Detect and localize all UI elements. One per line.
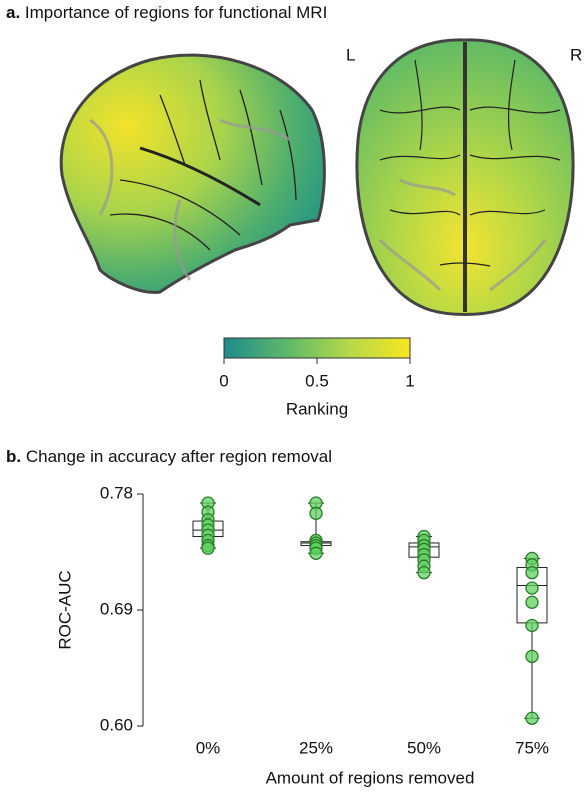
point (525, 581, 539, 595)
point (417, 565, 431, 580)
colorbar-tick-label: 0.5 (305, 371, 329, 390)
y-tick-label: 0.78 (100, 483, 133, 502)
colorbar-tick-label: 0 (219, 371, 228, 390)
title: Change in accuracy after region removal (26, 447, 332, 466)
x-tick-label: 50% (407, 738, 441, 757)
x-axis-label: Amount of regions removed (266, 768, 475, 787)
x-tick-label: 25% (299, 738, 333, 757)
panel-label: b. (6, 447, 21, 466)
y-axis-label: ROC-AUC (55, 570, 74, 649)
colorbar (223, 337, 411, 359)
panel-b-title: b. Change in accuracy after region remov… (6, 447, 332, 466)
axial-brain (355, 38, 575, 316)
point (201, 541, 215, 555)
colorbar-tick-label: 1 (405, 371, 414, 390)
hemisphere-label: R (570, 45, 582, 64)
point (309, 546, 323, 560)
panel-label: a. (6, 3, 20, 22)
point (525, 649, 539, 664)
point (309, 506, 323, 520)
title: Importance of regions for functional MRI (25, 3, 327, 22)
y-tick-label: 0.60 (100, 715, 133, 734)
hemisphere-label: L (346, 45, 355, 64)
colorbar-label: Ranking (286, 399, 348, 418)
panel-a-title: a. Importance of regions for functional … (6, 3, 327, 22)
x-tick-label: 0% (196, 738, 221, 757)
point (525, 595, 539, 609)
point (525, 711, 539, 725)
lateral-brain (59, 53, 326, 294)
point (525, 565, 539, 580)
y-tick-label: 0.69 (100, 599, 133, 618)
point (525, 618, 539, 633)
x-tick-label: 75% (515, 738, 549, 757)
